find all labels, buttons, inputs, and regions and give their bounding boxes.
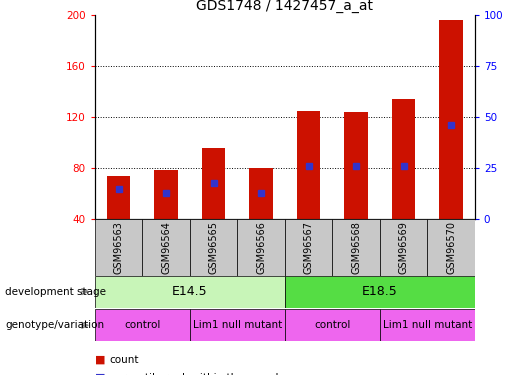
Text: control: control (314, 320, 351, 330)
Text: Lim1 null mutant: Lim1 null mutant (193, 320, 282, 330)
Bar (427, 219, 475, 276)
Bar (392, 99, 416, 219)
Bar (190, 219, 237, 276)
Text: control: control (124, 320, 161, 330)
Text: GSM96569: GSM96569 (399, 221, 408, 274)
Bar (142, 219, 190, 276)
Bar (380, 309, 475, 341)
Bar (380, 219, 427, 276)
Bar (190, 309, 285, 341)
Text: GSM96564: GSM96564 (161, 221, 171, 274)
Text: GSM96566: GSM96566 (256, 221, 266, 274)
Text: E18.5: E18.5 (362, 285, 398, 298)
Text: Lim1 null mutant: Lim1 null mutant (383, 320, 472, 330)
Text: count: count (109, 355, 139, 365)
Bar (439, 20, 463, 219)
Text: GSM96570: GSM96570 (446, 221, 456, 274)
Text: GSM96568: GSM96568 (351, 221, 361, 274)
Title: GDS1748 / 1427457_a_at: GDS1748 / 1427457_a_at (196, 0, 373, 13)
Text: ■: ■ (95, 355, 105, 365)
Bar (249, 168, 273, 219)
Bar (285, 309, 380, 341)
Bar (202, 148, 226, 219)
Bar (285, 219, 332, 276)
Text: GSM96567: GSM96567 (303, 221, 314, 274)
Text: GSM96565: GSM96565 (209, 221, 218, 274)
Text: GSM96563: GSM96563 (113, 221, 124, 274)
Bar (344, 112, 368, 219)
Bar (95, 309, 190, 341)
Bar (154, 170, 178, 219)
Bar (285, 276, 475, 308)
Bar (332, 219, 380, 276)
Bar (95, 276, 285, 308)
Bar (297, 111, 320, 219)
Bar (237, 219, 285, 276)
Bar (95, 219, 142, 276)
Text: genotype/variation: genotype/variation (5, 320, 104, 330)
Text: ■: ■ (95, 373, 105, 375)
Bar (107, 176, 130, 219)
Text: development stage: development stage (5, 286, 106, 297)
Text: percentile rank within the sample: percentile rank within the sample (109, 373, 285, 375)
Text: E14.5: E14.5 (172, 285, 208, 298)
